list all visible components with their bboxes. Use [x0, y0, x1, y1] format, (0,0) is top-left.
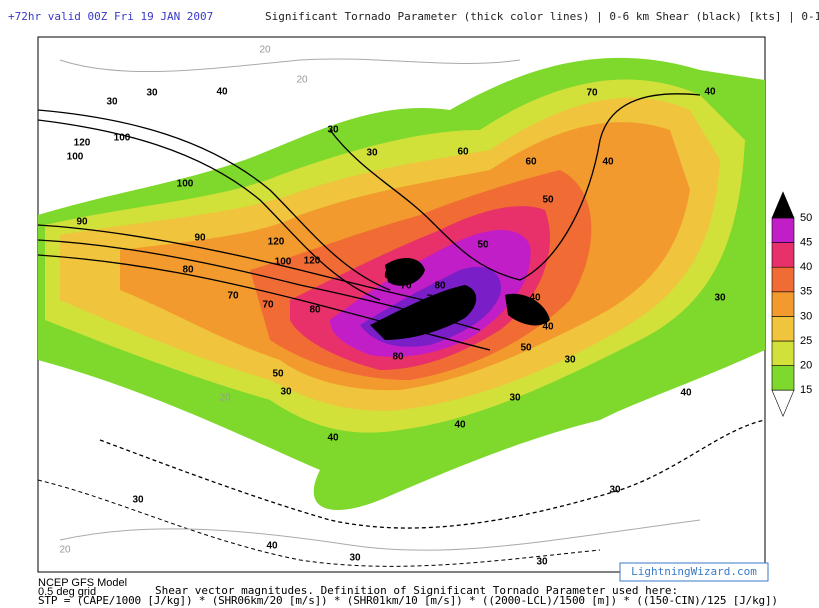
contour-label: 70: [227, 291, 239, 302]
contour-label: 30: [146, 88, 158, 99]
colorbar-label: 15: [800, 384, 812, 396]
contour-label: 40: [542, 322, 554, 333]
model-name: NCEP GFS Model: [38, 577, 127, 589]
contour-label: 100: [67, 152, 84, 163]
contour-label: 30: [564, 355, 576, 366]
contour-label: 100: [177, 179, 194, 190]
colorbar-label: 50: [800, 212, 812, 224]
colorbar-label: 30: [800, 310, 812, 322]
contour-label: 120: [304, 256, 321, 267]
map-description: Significant Tornado Parameter (thick col…: [265, 10, 819, 23]
contour-label: 30: [132, 495, 144, 506]
contour-label: 30: [106, 97, 118, 108]
stp-formula: STP = (CAPE/1000 [J/kg]) * (SHR06km/20 […: [38, 594, 778, 607]
colorbar-box: [771, 340, 795, 366]
contour-label: 70: [262, 300, 274, 311]
contour-label: 60: [384, 270, 396, 281]
contour-label: 40: [454, 420, 466, 431]
colorbar-bottom: [771, 389, 795, 417]
contour-label: 120: [268, 237, 285, 248]
contour-label: 40: [327, 433, 339, 444]
shading: [38, 57, 765, 510]
contour-label: 80: [434, 281, 446, 292]
contour-label: 90: [76, 217, 88, 228]
contour-label: 30: [280, 387, 292, 398]
colorbar-box: [771, 266, 795, 293]
contour-label: 40: [266, 541, 278, 552]
valid-time: +72hr valid 00Z Fri 19 JAN 2007: [8, 10, 213, 23]
colorbar: 15 20 25 30 35 40 45 50: [771, 191, 812, 417]
contour-label: 70: [400, 281, 412, 292]
colorbar-label: 35: [800, 286, 812, 298]
contour-label: 20: [59, 545, 71, 556]
contour-label: 30: [349, 553, 361, 564]
contour-label: 50: [477, 240, 489, 251]
colorbar-label: 25: [800, 335, 812, 347]
colorbar-top: [771, 191, 795, 219]
contour-label: 30: [714, 293, 726, 304]
colorbar-label: 45: [800, 237, 812, 249]
colorbar-label: 20: [800, 360, 812, 372]
contour-label: 100: [275, 257, 292, 268]
colorbar-box: [771, 365, 795, 391]
map-area: 30 100 120 100 30 40 20 20 30 30 60 50 4…: [37, 36, 769, 582]
contour-label: 120: [74, 138, 91, 149]
contour-label: 50: [520, 343, 532, 354]
contour-label: 30: [509, 393, 521, 404]
contour-label: 80: [392, 352, 404, 363]
contour-labels: 30 100 120 100 30 40 20 20 30 30 60 50 4…: [59, 45, 726, 568]
contour-label: 30: [327, 125, 339, 136]
colorbar-box: [771, 217, 795, 243]
contour-label: 60: [384, 271, 396, 282]
contour-label: 60: [525, 157, 537, 168]
contour-label: 40: [704, 87, 716, 98]
contour-label: 70: [586, 88, 598, 99]
contour-label: 90: [194, 233, 206, 244]
watermark-box: [619, 562, 769, 582]
definition: Shear vector magnitudes. Definition of S…: [155, 584, 678, 597]
contour-label: 80: [182, 265, 194, 276]
contour-label: 20: [219, 393, 231, 404]
contour-label: 30: [609, 485, 621, 496]
contour-label: 100: [415, 311, 432, 322]
colorbar-label: 40: [800, 261, 812, 273]
contour-label: 70: [426, 294, 438, 305]
contour-label: 50: [542, 195, 554, 206]
contour-label: 40: [602, 157, 614, 168]
contour-label: 20: [259, 45, 271, 56]
contours: [38, 58, 765, 567]
grid-info: 0.5 deg grid: [38, 586, 96, 598]
contour-label: 80: [309, 305, 321, 316]
contour-label: 60: [457, 147, 469, 158]
watermark: LightningWizard.com: [631, 565, 757, 578]
contour-label: 50: [272, 369, 284, 380]
contour-label: 40: [680, 388, 692, 399]
contour-label: 40: [216, 87, 228, 98]
contour-label: 40: [529, 293, 541, 304]
colorbar-box: [771, 316, 795, 342]
contour-label: 20: [296, 75, 308, 86]
contour-label: 30: [366, 148, 378, 159]
contour-label: 100: [114, 133, 131, 144]
colorbar-box: [771, 242, 795, 268]
contour-label: 30: [536, 557, 548, 568]
colorbar-box: [771, 291, 795, 317]
